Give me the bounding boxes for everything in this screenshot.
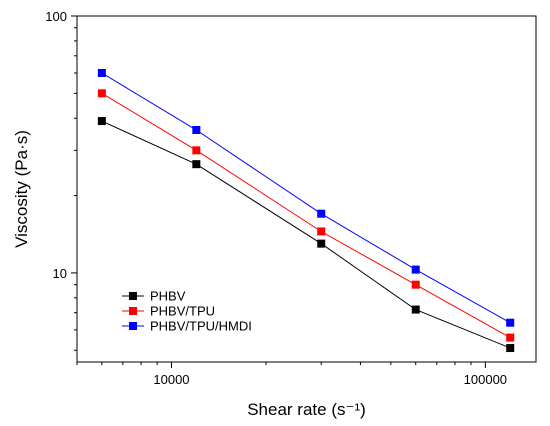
data-point xyxy=(506,318,515,327)
data-point xyxy=(317,227,326,236)
data-point xyxy=(317,239,326,248)
legend-marker xyxy=(129,322,137,330)
data-point xyxy=(317,209,326,218)
x-tick-label: 100000 xyxy=(464,372,507,387)
data-point xyxy=(506,344,515,353)
data-point xyxy=(411,305,420,314)
data-point xyxy=(97,89,106,98)
legend-label: PHBV/TPU/HMDI xyxy=(150,319,252,334)
data-point xyxy=(192,160,201,169)
legend-label: PHBV/TPU xyxy=(150,304,215,319)
plot-border xyxy=(76,15,537,363)
data-point xyxy=(192,125,201,134)
x-axis-title: Shear rate (s⁻¹) xyxy=(247,400,366,419)
data-point xyxy=(411,280,420,289)
data-point xyxy=(192,146,201,155)
data-point xyxy=(506,333,515,342)
x-tick-label: 10000 xyxy=(153,372,189,387)
plot-frame xyxy=(76,15,537,363)
y-tick-label: 100 xyxy=(45,9,67,24)
x-axis-ticks: 10000 100000 xyxy=(76,362,507,387)
y-axis-title: Viscosity (Pa·s) xyxy=(12,130,31,248)
legend-marker xyxy=(129,307,137,315)
y-tick-label: 10 xyxy=(53,266,67,281)
data-point xyxy=(97,68,106,77)
legend-label: PHBV xyxy=(150,289,186,304)
series-layer xyxy=(97,68,515,353)
data-point xyxy=(411,265,420,274)
data-point xyxy=(97,117,106,126)
series-line xyxy=(101,72,511,324)
legend-marker xyxy=(129,292,137,300)
y-axis-ticks: 10 100 xyxy=(45,9,77,351)
